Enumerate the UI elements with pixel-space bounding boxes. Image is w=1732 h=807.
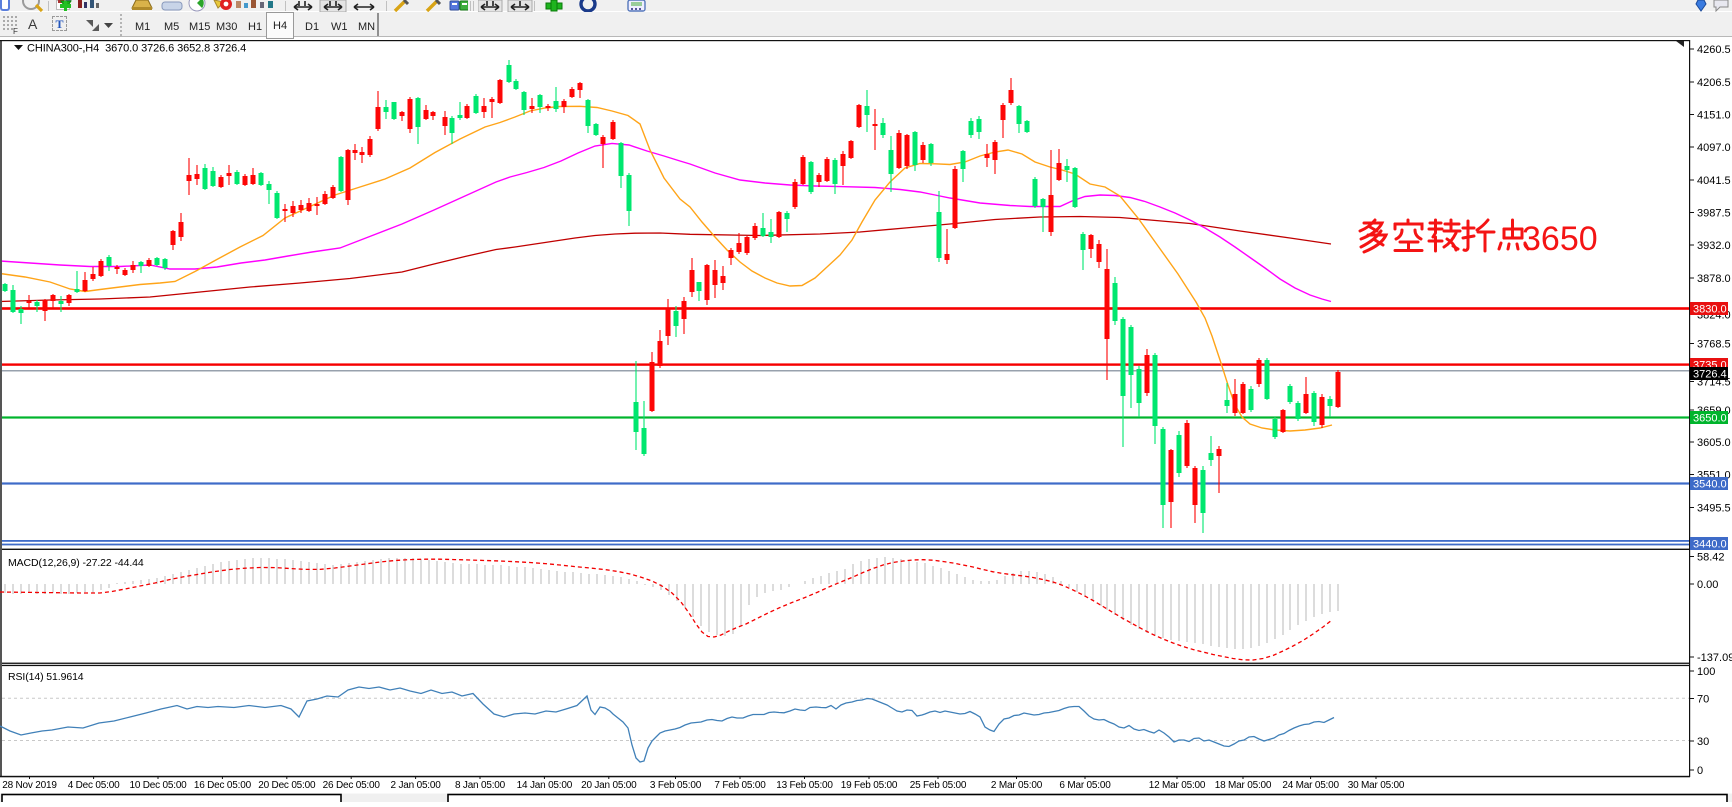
svg-text:20 Dec 05:00: 20 Dec 05:00 [258,780,316,791]
svg-text:CHINA300-,H4 3670.0 3726.6 36: CHINA300-,H4 3670.0 3726.6 3652.8 3726.4 [27,43,246,55]
svg-text:4097.0: 4097.0 [1697,142,1731,154]
svg-text:3726.4: 3726.4 [1693,369,1727,381]
svg-text:4041.5: 4041.5 [1697,175,1731,187]
svg-text:4206.5: 4206.5 [1697,77,1731,89]
svg-text:28 Nov 2019: 28 Nov 2019 [2,780,57,791]
svg-text:RSI(14) 51.9614: RSI(14) 51.9614 [8,671,84,683]
svg-text:25 Feb 05:00: 25 Feb 05:00 [910,780,967,791]
svg-text:8 Jan 05:00: 8 Jan 05:00 [455,780,506,791]
svg-text:3768.5: 3768.5 [1697,339,1731,351]
svg-text:3932.0: 3932.0 [1697,240,1731,252]
svg-text:3605.0: 3605.0 [1697,437,1731,449]
svg-text:3 Feb 05:00: 3 Feb 05:00 [650,780,702,791]
svg-text:70: 70 [1697,694,1709,706]
svg-text:18 Mar 05:00: 18 Mar 05:00 [1215,780,1272,791]
svg-text:20 Jan 05:00: 20 Jan 05:00 [581,780,637,791]
svg-text:MACD(12,26,9) -27.22 -44.44: MACD(12,26,9) -27.22 -44.44 [8,557,144,569]
svg-text:3495.5: 3495.5 [1697,503,1731,515]
svg-text:3830.0: 3830.0 [1693,304,1727,316]
svg-text:14 Jan 05:00: 14 Jan 05:00 [517,780,573,791]
svg-text:F: F [13,27,18,35]
svg-text:2 Mar 05:00: 2 Mar 05:00 [991,780,1043,791]
svg-text:3650: 3650 [1522,220,1598,258]
svg-text:3987.5: 3987.5 [1697,208,1731,220]
svg-text:26 Dec 05:00: 26 Dec 05:00 [323,780,381,791]
svg-text:19 Feb 05:00: 19 Feb 05:00 [841,780,898,791]
svg-text:7 Feb 05:00: 7 Feb 05:00 [714,780,766,791]
svg-text:13 Feb 05:00: 13 Feb 05:00 [776,780,833,791]
svg-text:3440.0: 3440.0 [1693,539,1727,551]
svg-text:0: 0 [1697,765,1703,777]
svg-text:58.42: 58.42 [1697,552,1725,564]
svg-text:2 Jan 05:00: 2 Jan 05:00 [391,780,442,791]
svg-text:30: 30 [1697,736,1709,748]
svg-text:24 Mar 05:00: 24 Mar 05:00 [1282,780,1339,791]
svg-text:3540.0: 3540.0 [1693,479,1727,491]
svg-text:4260.5: 4260.5 [1697,44,1731,56]
svg-text:4151.0: 4151.0 [1697,110,1731,122]
svg-text:30 Mar 05:00: 30 Mar 05:00 [1348,780,1405,791]
svg-text:12 Mar 05:00: 12 Mar 05:00 [1149,780,1206,791]
svg-text:100: 100 [1697,666,1715,678]
svg-text:0.00: 0.00 [1697,579,1718,591]
svg-text:3878.0: 3878.0 [1697,273,1731,285]
svg-text:3650.0: 3650.0 [1693,413,1727,425]
svg-text:4 Dec 05:00: 4 Dec 05:00 [68,780,120,791]
svg-text:-137.09: -137.09 [1697,652,1732,664]
svg-text:6 Mar 05:00: 6 Mar 05:00 [1059,780,1111,791]
svg-text:10 Dec 05:00: 10 Dec 05:00 [129,780,187,791]
svg-text:16 Dec 05:00: 16 Dec 05:00 [194,780,252,791]
